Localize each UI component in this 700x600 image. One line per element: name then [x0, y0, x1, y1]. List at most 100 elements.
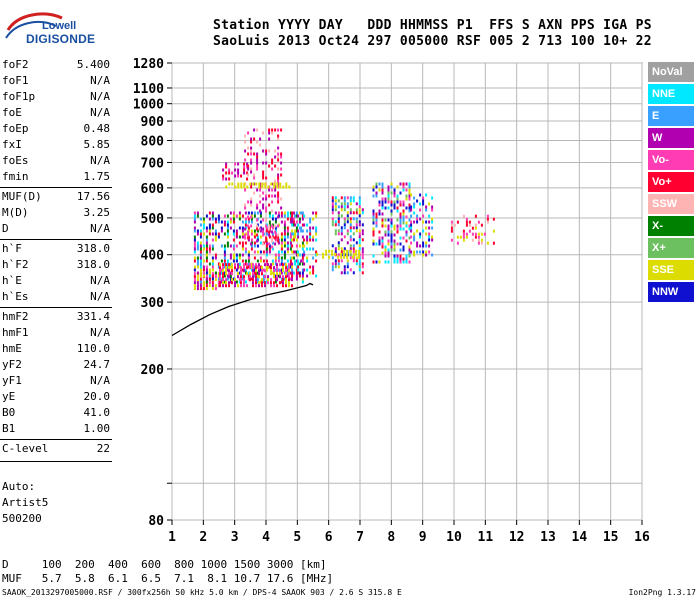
echo-point [226, 214, 229, 218]
echo-point [214, 220, 217, 224]
echo-point [416, 214, 419, 218]
param-separator [0, 239, 112, 240]
echo-point [405, 215, 408, 219]
echo-point [202, 259, 205, 263]
echo-point [346, 232, 349, 236]
echo-point [306, 247, 309, 251]
echo-point [259, 227, 262, 231]
echo-point [283, 235, 286, 239]
echo-point [265, 197, 268, 201]
echo-point [240, 185, 243, 189]
echo-point [252, 263, 254, 267]
echo-point [450, 238, 453, 242]
echo-point [250, 217, 253, 221]
y-tick-label: 1100 [133, 82, 164, 97]
echo-point [294, 214, 297, 218]
echo-point [237, 185, 240, 189]
echo-point [250, 197, 253, 201]
echo-point [283, 238, 286, 242]
echo-point [265, 250, 268, 254]
virtual-height-trace [171, 282, 314, 337]
echo-point [405, 182, 408, 186]
echo-point [208, 284, 211, 288]
echo-point [238, 241, 241, 245]
echo-point [205, 271, 208, 275]
echo-point [196, 211, 199, 215]
echo-point [291, 284, 293, 288]
echo-point [402, 227, 405, 231]
echo-point [208, 268, 211, 272]
param-value: N/A [90, 374, 110, 387]
echo-point [243, 168, 246, 172]
echo-point [343, 217, 346, 221]
echo-point [349, 247, 352, 251]
echo-point [265, 229, 268, 233]
file-info-footer: SAAOK_2013297005000.RSF / 300fx256h 50 k… [2, 588, 402, 597]
echo-point [291, 274, 294, 278]
echo-point [234, 174, 237, 178]
echo-point [283, 226, 286, 230]
echo-point [381, 191, 384, 195]
echo-point [289, 244, 292, 248]
echo-point [277, 158, 280, 162]
echo-point [425, 232, 428, 236]
echo-point [273, 284, 275, 288]
echo-point [214, 229, 217, 233]
echo-point [219, 263, 221, 267]
param-row: hmF1 N/A [2, 326, 110, 342]
echo-point [193, 275, 196, 279]
echo-point [225, 171, 228, 175]
echo-point [261, 284, 263, 288]
echo-point [393, 224, 396, 228]
echo-point [268, 188, 271, 192]
echo-point [247, 230, 250, 234]
echo-point [309, 247, 312, 251]
echo-point [337, 214, 340, 218]
echo-point [255, 269, 257, 273]
echo-point [297, 235, 300, 239]
echo-point [277, 274, 280, 278]
echo-point [223, 265, 226, 269]
echo-point [358, 199, 361, 203]
echo-point [246, 162, 249, 166]
echo-point [450, 220, 453, 224]
echo-point [468, 223, 471, 227]
param-row: MUF(D) 17.56 [2, 190, 110, 206]
legend-item: Vo+ [648, 172, 694, 192]
param-value: N/A [90, 290, 110, 303]
echo-point [244, 149, 247, 153]
echo-point [274, 164, 277, 168]
x-tick-label: 5 [293, 530, 301, 545]
echo-point [295, 244, 298, 248]
echo-point [243, 171, 246, 175]
echo-point [199, 268, 202, 272]
echo-point [237, 168, 240, 172]
echo-point [247, 265, 250, 269]
echo-point [277, 239, 280, 243]
echo-point [276, 185, 279, 189]
echo-point [214, 217, 217, 221]
echo-point [219, 284, 221, 288]
echo-point [237, 275, 239, 279]
echo-point [396, 254, 399, 258]
echo-point [292, 223, 295, 227]
echo-point [271, 224, 274, 228]
echo-point [270, 272, 272, 276]
echo-point [295, 211, 298, 215]
echo-point [202, 265, 205, 269]
echo-point [288, 269, 290, 273]
echo-point [261, 281, 263, 285]
echo-point [295, 250, 298, 254]
echo-point [205, 241, 208, 245]
echo-point [277, 259, 280, 263]
echo-point [358, 268, 361, 272]
echo-point [301, 223, 304, 227]
echo-point [301, 235, 304, 239]
param-separator [0, 461, 112, 462]
echo-point [405, 221, 408, 225]
echo-point [193, 259, 196, 263]
echo-point [222, 263, 224, 267]
param-value: 20.0 [83, 390, 111, 403]
echo-point [303, 238, 306, 242]
echo-point [378, 200, 381, 204]
